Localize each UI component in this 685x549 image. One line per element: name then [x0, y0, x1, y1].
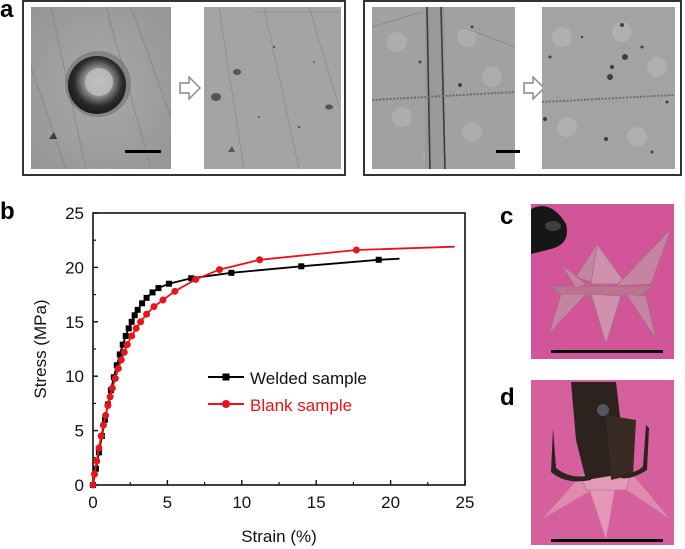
scale-bar [125, 150, 161, 153]
y-tick-label: 20 [65, 258, 84, 277]
micrograph-welded-surface [542, 7, 675, 169]
x-tick-label: 10 [232, 493, 251, 512]
chart-series [89, 245, 455, 489]
y-tick-label: 0 [75, 476, 84, 495]
hollow-right-arrow-icon [523, 76, 546, 100]
chart-axes: 0 5 10 15 20 25 0 5 10 15 20 25 [65, 204, 474, 512]
chart-legend: Welded sample Blank sample [208, 369, 367, 415]
y-tick-label: 25 [65, 204, 84, 223]
hollow-right-arrow-icon [179, 76, 202, 100]
stress-strain-chart: 0 5 10 15 20 25 0 5 10 15 20 25 Welded sample Blank… [31, 204, 474, 546]
y-tick-label: 5 [75, 422, 84, 441]
micrograph-healed-surface [204, 7, 341, 169]
panel-label-b: b [0, 198, 15, 225]
panel-a-group-1-frame [22, 0, 346, 176]
x-tick-label: 25 [456, 493, 475, 512]
micrograph-hole-defect [31, 7, 171, 169]
x-tick-label: 15 [307, 493, 326, 512]
photo-star-gripped-by-tweezers [531, 380, 674, 545]
scale-bar [551, 350, 663, 353]
y-tick-label: 10 [65, 367, 84, 386]
photo-folded-star-held-by-tweezers [531, 204, 674, 359]
x-axis-label: Strain (%) [241, 527, 317, 546]
panel-label-a: a [0, 0, 14, 23]
x-tick-label: 0 [88, 493, 97, 512]
y-tick-label: 15 [65, 313, 84, 332]
x-tick-label: 20 [381, 493, 400, 512]
panel-label-d: d [500, 384, 515, 411]
legend-item-welded: Welded sample [208, 369, 367, 388]
scale-bar [496, 150, 520, 153]
y-axis-label: Stress (MPa) [31, 299, 50, 398]
series-welded-sample [90, 256, 400, 488]
legend-label-blank: Blank sample [250, 396, 352, 415]
x-tick-label: 5 [163, 493, 172, 512]
panel-a-group-2-frame [363, 0, 682, 176]
legend-item-blank: Blank sample [208, 396, 352, 415]
scale-bar [551, 539, 663, 542]
legend-label-welded: Welded sample [250, 369, 367, 388]
series-blank-sample [89, 245, 455, 489]
panel-label-c: c [500, 203, 514, 230]
micrograph-cut-line [372, 7, 515, 169]
